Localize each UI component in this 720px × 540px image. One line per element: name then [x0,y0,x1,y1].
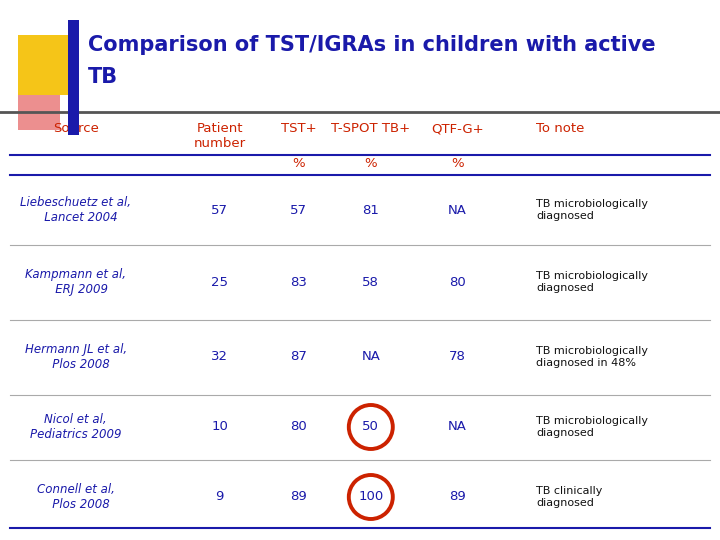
Text: QTF-G+: QTF-G+ [431,122,484,135]
Text: TB microbiologically
diagnosed: TB microbiologically diagnosed [536,199,649,221]
Text: 57: 57 [290,204,307,217]
Text: 100: 100 [358,490,384,503]
Text: 58: 58 [362,275,379,288]
Text: T-SPOT TB+: T-SPOT TB+ [331,122,410,135]
Text: 81: 81 [362,204,379,217]
Text: 80: 80 [290,421,307,434]
Bar [18,35,70,95]
Text: 89: 89 [449,490,466,503]
Text: %: % [292,157,305,170]
Text: 87: 87 [290,350,307,363]
Bar [18,80,60,130]
Text: 32: 32 [211,350,228,363]
Bar [68,20,79,135]
Text: %: % [364,157,377,170]
Text: Kampmann et al,
   ERJ 2009: Kampmann et al, ERJ 2009 [25,268,126,296]
Text: Hermann JL et al,
   Plos 2008: Hermann JL et al, Plos 2008 [24,343,127,371]
Text: TB microbiologically
diagnosed: TB microbiologically diagnosed [536,416,649,438]
Text: NA: NA [448,204,467,217]
Text: %: % [451,157,464,170]
Text: Liebeschuetz et al,
   Lancet 2004: Liebeschuetz et al, Lancet 2004 [20,196,131,224]
Text: 10: 10 [211,421,228,434]
Text: Source: Source [53,122,99,135]
Text: NA: NA [448,421,467,434]
Text: To note: To note [536,122,585,135]
Text: Comparison of TST/IGRAs in children with active: Comparison of TST/IGRAs in children with… [88,35,656,55]
Text: 83: 83 [290,275,307,288]
Text: 80: 80 [449,275,466,288]
Text: TB: TB [88,67,118,87]
Text: 89: 89 [290,490,307,503]
Text: Connell et al,
   Plos 2008: Connell et al, Plos 2008 [37,483,114,511]
Text: TB microbiologically
diagnosed in 48%: TB microbiologically diagnosed in 48% [536,346,649,368]
Text: 57: 57 [211,204,228,217]
Text: TST+: TST+ [281,122,317,135]
Text: 25: 25 [211,275,228,288]
Text: Nicol et al,
Pediatrics 2009: Nicol et al, Pediatrics 2009 [30,413,122,441]
Text: 50: 50 [362,421,379,434]
Text: TB clinically
diagnosed: TB clinically diagnosed [536,486,603,508]
Text: 9: 9 [215,490,224,503]
Text: TB microbiologically
diagnosed: TB microbiologically diagnosed [536,271,649,293]
Text: 78: 78 [449,350,466,363]
Text: NA: NA [361,350,380,363]
Text: Patient
number: Patient number [194,122,246,150]
